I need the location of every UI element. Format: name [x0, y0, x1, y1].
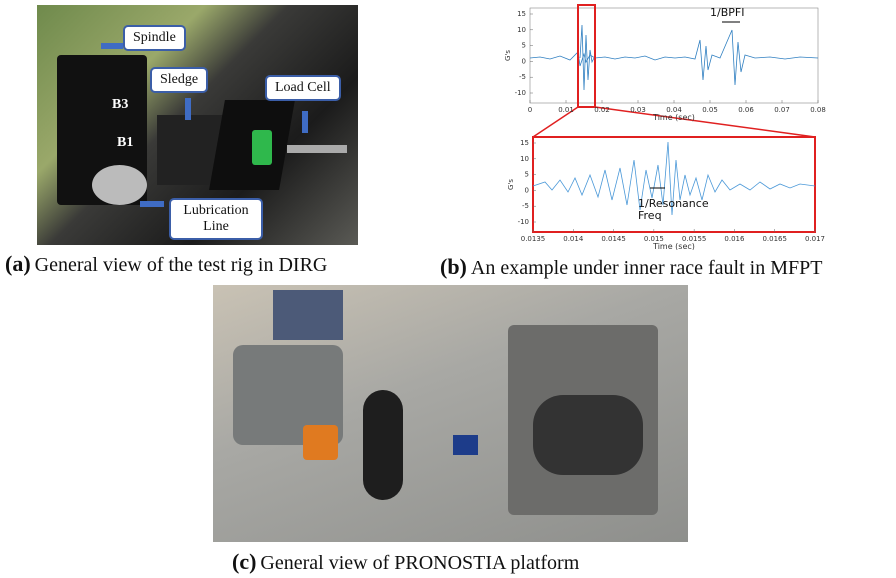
y-tick-label: 0 — [522, 57, 526, 65]
y-tick-label: -10 — [518, 218, 529, 226]
panel-label: (a) — [5, 251, 31, 276]
x-tick-label: 0.0165 — [762, 235, 787, 243]
x-tick-label: 0.07 — [774, 106, 790, 114]
x-tick-label: 0.017 — [805, 235, 825, 243]
x-tick-label: 0.05 — [702, 106, 718, 114]
y-tick-label: 10 — [520, 155, 529, 163]
y-tick-label: 10 — [517, 26, 526, 34]
figure: Spindle Sledge Load Cell B3 B1 Lubricati… — [0, 0, 896, 578]
arrow — [140, 201, 164, 207]
y-axis-label: G's — [504, 50, 512, 61]
arrow — [185, 98, 191, 120]
annotation: 1/BPFI — [710, 6, 744, 19]
x-axis-label: Time (sec) — [652, 242, 695, 250]
annotation: 1/Resonance Freq — [638, 198, 718, 222]
x-tick-label: 0.02 — [594, 106, 610, 114]
y-tick-label: 5 — [525, 171, 529, 179]
y-tick-label: 15 — [517, 10, 526, 18]
plot-frame — [530, 8, 818, 103]
y-tick-label: 5 — [522, 42, 526, 50]
photo-pronostia — [213, 285, 688, 542]
x-tick-label: 0.03 — [630, 106, 646, 114]
x-tick-label: 0.0145 — [601, 235, 626, 243]
x-tick-label: 0.016 — [724, 235, 745, 243]
annotation: Load Cell — [265, 75, 341, 101]
arrow — [302, 111, 308, 133]
caption-text: General view of the test rig in DIRG — [35, 254, 328, 276]
caption-text: General view of PRONOSTIA platform — [260, 552, 579, 574]
annotation: B1 — [117, 135, 133, 151]
x-tick-label: 0.01 — [558, 106, 574, 114]
annotation: B3 — [112, 97, 128, 113]
y-axis-label: G's — [507, 179, 515, 190]
annotation: Sledge — [150, 67, 208, 93]
panel-label: (b) — [440, 254, 467, 279]
x-tick-label: 0 — [528, 106, 532, 114]
arrow — [101, 43, 123, 49]
y-tick-label: -5 — [519, 73, 526, 81]
y-tick-label: -5 — [522, 202, 529, 210]
y-tick-label: 15 — [520, 139, 529, 147]
caption: (a)General view of the test rig in DIRG — [5, 251, 327, 277]
y-tick-label: 0 — [525, 186, 529, 194]
zoom-box — [578, 5, 595, 107]
annotation: Lubrication Line — [169, 198, 263, 240]
x-tick-label: 0.06 — [738, 106, 754, 114]
annotation: Spindle — [123, 25, 186, 51]
x-tick-label: 0.0135 — [521, 235, 546, 243]
y-tick-label: -10 — [515, 89, 526, 97]
caption-text: An example under inner race fault in MFP… — [471, 257, 823, 279]
caption: (c)General view of PRONOSTIA platform — [232, 549, 579, 575]
caption: (b)An example under inner race fault in … — [440, 254, 822, 280]
waveform — [530, 30, 818, 85]
x-tick-label: 0.08 — [810, 106, 826, 114]
panel-label: (c) — [232, 549, 256, 574]
x-tick-label: 0.014 — [563, 235, 584, 243]
waveform — [580, 25, 594, 90]
photo-dirg: Spindle Sledge Load Cell B3 B1 Lubricati… — [37, 5, 358, 245]
x-axis-label: Time (sec) — [652, 113, 695, 122]
